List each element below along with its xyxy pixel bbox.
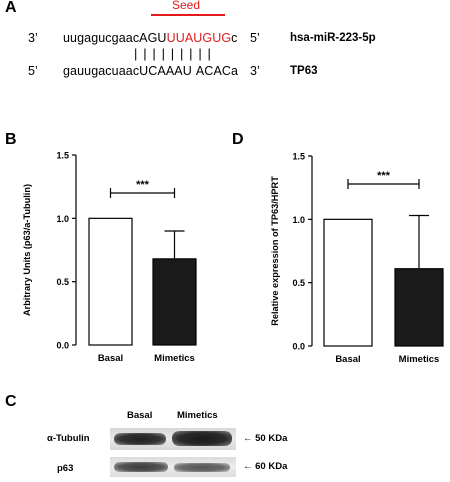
mirna-5prime-end: 5’ bbox=[250, 31, 260, 45]
chart-d-bar-basal bbox=[323, 218, 373, 347]
mirna-seq-upper: AGU bbox=[139, 31, 167, 45]
chart-b-bar-basal bbox=[88, 217, 133, 346]
chart-d-category-label: Basal bbox=[335, 354, 360, 365]
target-3prime-end: 3’ bbox=[250, 64, 260, 78]
chart-d-bar-mimetics bbox=[394, 268, 444, 347]
chart-b-y-tick-label: 0.0 bbox=[56, 341, 69, 351]
target-seq-tail: a bbox=[231, 64, 239, 78]
panel-b-letter: B bbox=[5, 131, 17, 148]
chart-b-y-tick-label: 1.0 bbox=[56, 214, 69, 224]
target-sequence: gauugacuaacUCAAAU ACACa bbox=[63, 64, 238, 78]
target-seq-lower: gauugacuaac bbox=[63, 64, 140, 78]
chart-d-y-tick-label: 0.5 bbox=[292, 278, 305, 288]
blot-strip-p63 bbox=[110, 457, 236, 477]
chart-b-bar-mimetics bbox=[152, 258, 197, 346]
chart-d-significance-stars: *** bbox=[377, 170, 391, 182]
bar-chart-b: 0.0 0.5 1.0 1.5 Arbitrary Units (p63/a-Tubul… bbox=[22, 151, 197, 364]
blot-row-label-p63: p63 bbox=[57, 463, 74, 474]
chart-b-significance-stars: *** bbox=[136, 179, 150, 191]
chart-d-y-tick-label: 1.0 bbox=[292, 215, 305, 225]
panel-d-letter: D bbox=[232, 131, 244, 148]
seed-label: Seed bbox=[172, 0, 201, 12]
lane-label-basal: Basal bbox=[127, 410, 153, 421]
mirna-seq-lower: uugagucgaac bbox=[63, 31, 140, 45]
chart-d-category-label: Mimetics bbox=[399, 354, 440, 365]
lane-label-mimetics: Mimetics bbox=[177, 410, 218, 421]
target-seq-upper2: ACAC bbox=[195, 64, 232, 78]
chart-d-y-tick-label: 1.5 bbox=[292, 152, 305, 162]
chart-d-y-axis-label: Relative expression of TP63/HPRT bbox=[270, 176, 280, 326]
mirna-seq-tail: c bbox=[231, 31, 238, 45]
mirna-name: hsa-miR-223-5p bbox=[290, 32, 376, 44]
blot-band-p63-mimetics bbox=[174, 463, 230, 472]
target-5prime-end: 5’ bbox=[28, 64, 38, 78]
chart-b-category-label: Basal bbox=[98, 353, 123, 364]
marker-50kda: ← 50 KDa bbox=[243, 433, 288, 444]
blot-row-label-tubulin: α-Tubulin bbox=[47, 433, 90, 444]
target-seq-upper1: UCAAAU bbox=[139, 64, 192, 78]
panel-a-letter: A bbox=[5, 0, 17, 16]
marker-60kda: ← 60 KDa bbox=[243, 461, 288, 472]
chart-b-y-tick-label: 0.5 bbox=[56, 277, 69, 287]
blot-band-tubulin-basal bbox=[114, 433, 166, 445]
blot-band-tubulin-mimetics bbox=[172, 431, 232, 446]
blot-strip-tubulin bbox=[110, 428, 236, 450]
mirna-sequence: uugagucgaacAGUUUAUGUGc bbox=[63, 31, 238, 45]
mirna-seed-sequence: UUAUGUG bbox=[166, 31, 232, 45]
seed-bracket-line bbox=[151, 14, 225, 16]
bar-chart-d: 0.0 0.5 1.0 1.5 Relative expression of TP63/… bbox=[270, 152, 444, 365]
blot-band-p63-basal bbox=[114, 462, 168, 472]
target-name: TP63 bbox=[290, 65, 318, 77]
mirna-3prime-end: 3’ bbox=[28, 31, 38, 45]
chart-b-category-label: Mimetics bbox=[154, 353, 195, 364]
chart-b-y-tick-label: 1.5 bbox=[56, 151, 69, 161]
chart-d-y-tick-label: 0.0 bbox=[292, 342, 305, 352]
chart-b-y-axis-label: Arbitrary Units (p63/a-Tubulin) bbox=[22, 184, 32, 316]
panel-c-letter: C bbox=[5, 393, 17, 410]
base-pairing-bars: | | | | | | | | | bbox=[134, 46, 212, 61]
